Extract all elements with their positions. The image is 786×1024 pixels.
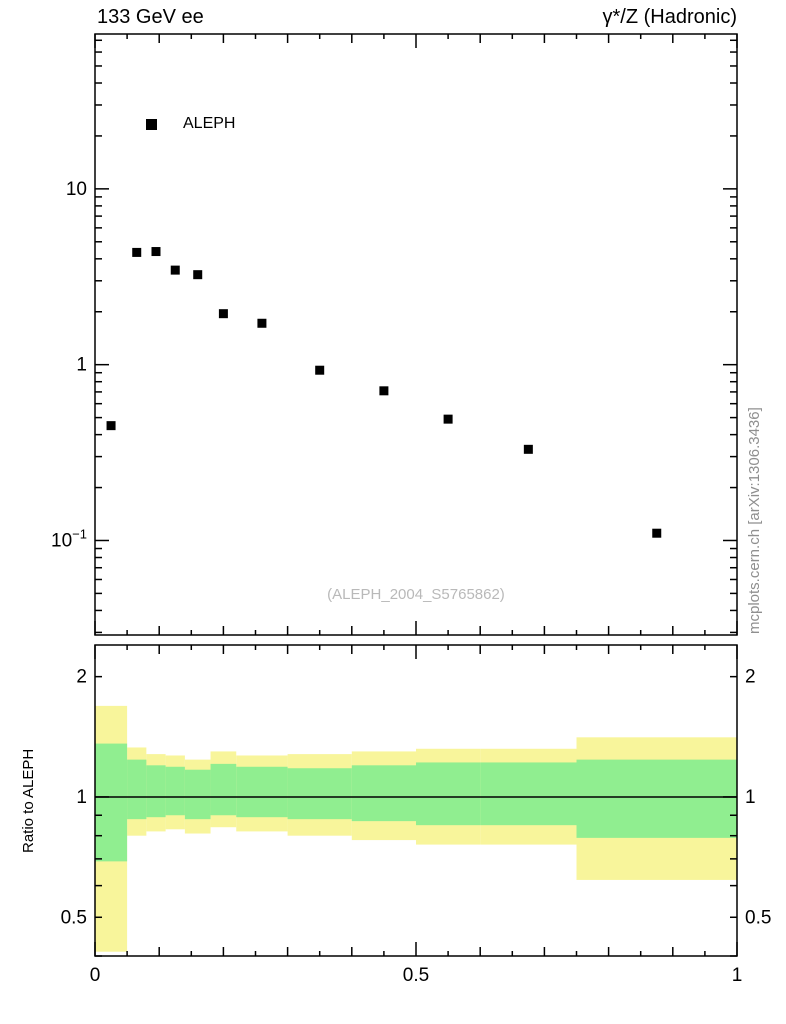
svg-text:10: 10	[66, 179, 87, 200]
mcplots-reference-note: mcplots.cern.ch [arXiv:1306.3436]	[746, 407, 763, 634]
plot-title-process: γ*/Z (Hadronic)	[602, 6, 737, 28]
svg-text:0.5: 0.5	[745, 907, 771, 928]
legend: ALEPH	[146, 115, 235, 133]
svg-text:1: 1	[732, 965, 743, 986]
legend-label: ALEPH	[183, 115, 236, 132]
svg-text:2: 2	[745, 667, 756, 688]
svg-text:1: 1	[745, 787, 756, 808]
svg-text:10−1: 10−1	[51, 526, 87, 551]
svg-text:0: 0	[90, 965, 101, 986]
svg-text:1: 1	[76, 355, 87, 376]
analysis-watermark: (ALEPH_2004_S5765862)	[327, 586, 505, 603]
svg-text:0.5: 0.5	[61, 907, 87, 928]
svg-text:1: 1	[76, 787, 87, 808]
filled-square-marker-icon	[146, 118, 157, 130]
plot-title-energy: 133 GeV ee	[97, 6, 204, 28]
svg-text:0.5: 0.5	[403, 965, 429, 986]
ratio-axis-label: Ratio to ALEPH	[20, 748, 37, 853]
svg-text:2: 2	[76, 667, 87, 688]
